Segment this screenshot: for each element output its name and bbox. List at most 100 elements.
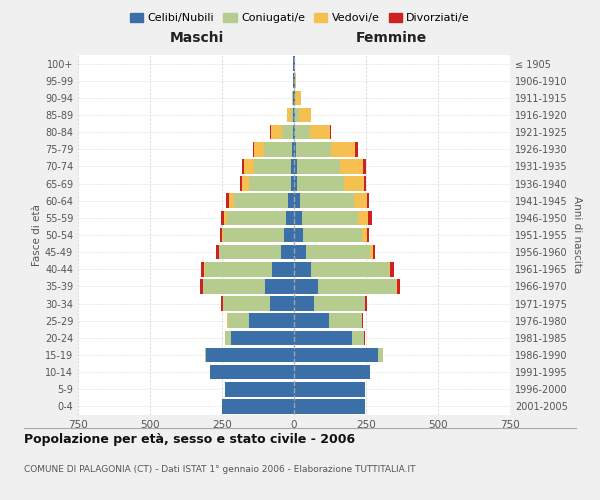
Bar bbox=[305, 245, 370, 260]
Bar bbox=[367, 194, 370, 208]
Bar bbox=[391, 262, 394, 276]
Bar bbox=[364, 176, 366, 191]
Bar bbox=[329, 314, 362, 328]
Bar bbox=[291, 159, 294, 174]
Bar bbox=[301, 194, 353, 208]
Bar bbox=[206, 348, 294, 362]
Bar bbox=[310, 125, 330, 140]
Text: Maschi: Maschi bbox=[170, 30, 224, 44]
Bar bbox=[298, 176, 344, 191]
Bar bbox=[294, 176, 298, 191]
Bar bbox=[201, 262, 204, 276]
Bar bbox=[365, 296, 367, 311]
Bar bbox=[265, 142, 292, 156]
Bar bbox=[203, 279, 265, 293]
Bar bbox=[242, 159, 244, 174]
Y-axis label: Anni di nascita: Anni di nascita bbox=[572, 196, 581, 274]
Bar bbox=[340, 159, 363, 174]
Bar bbox=[254, 142, 265, 156]
Bar bbox=[240, 176, 242, 191]
Bar bbox=[294, 108, 295, 122]
Bar bbox=[294, 159, 297, 174]
Bar bbox=[220, 228, 222, 242]
Bar bbox=[294, 314, 329, 328]
Bar bbox=[253, 142, 254, 156]
Bar bbox=[362, 228, 367, 242]
Bar bbox=[230, 330, 294, 345]
Bar bbox=[314, 296, 365, 311]
Bar bbox=[319, 279, 396, 293]
Bar bbox=[294, 125, 295, 140]
Bar bbox=[271, 125, 283, 140]
Bar bbox=[293, 125, 294, 140]
Bar bbox=[297, 159, 340, 174]
Bar bbox=[367, 228, 370, 242]
Bar bbox=[294, 296, 314, 311]
Bar bbox=[227, 210, 286, 225]
Bar bbox=[283, 125, 293, 140]
Legend: Celibi/Nubili, Coniugati/e, Vedovi/e, Divorziati/e: Celibi/Nubili, Coniugati/e, Vedovi/e, Di… bbox=[125, 8, 475, 28]
Bar bbox=[292, 142, 294, 156]
Bar bbox=[344, 176, 364, 191]
Bar bbox=[229, 194, 235, 208]
Bar bbox=[295, 74, 296, 88]
Bar bbox=[295, 90, 296, 105]
Bar bbox=[226, 330, 230, 345]
Bar bbox=[294, 90, 295, 105]
Bar bbox=[294, 210, 302, 225]
Bar bbox=[293, 108, 294, 122]
Bar bbox=[224, 210, 227, 225]
Bar bbox=[250, 314, 294, 328]
Bar bbox=[290, 176, 294, 191]
Bar bbox=[223, 228, 284, 242]
Bar bbox=[311, 262, 389, 276]
Bar bbox=[284, 228, 294, 242]
Bar bbox=[254, 159, 291, 174]
Bar bbox=[235, 194, 287, 208]
Bar bbox=[294, 348, 377, 362]
Bar bbox=[292, 90, 293, 105]
Bar bbox=[294, 365, 370, 380]
Bar bbox=[287, 108, 291, 122]
Bar bbox=[299, 108, 311, 122]
Bar bbox=[358, 210, 368, 225]
Bar bbox=[222, 399, 294, 413]
Bar bbox=[397, 279, 400, 293]
Bar bbox=[389, 262, 391, 276]
Bar bbox=[294, 330, 352, 345]
Bar bbox=[295, 108, 299, 122]
Bar bbox=[287, 194, 294, 208]
Bar bbox=[294, 399, 365, 413]
Bar bbox=[294, 262, 311, 276]
Bar bbox=[352, 330, 364, 345]
Bar bbox=[205, 348, 206, 362]
Bar bbox=[294, 382, 365, 396]
Bar bbox=[225, 382, 294, 396]
Bar bbox=[228, 314, 250, 328]
Bar bbox=[368, 210, 372, 225]
Bar bbox=[296, 142, 331, 156]
Bar bbox=[294, 245, 305, 260]
Bar bbox=[296, 90, 301, 105]
Bar bbox=[221, 296, 223, 311]
Bar bbox=[265, 279, 294, 293]
Text: Popolazione per età, sesso e stato civile - 2006: Popolazione per età, sesso e stato civil… bbox=[24, 432, 355, 446]
Bar bbox=[205, 262, 272, 276]
Bar bbox=[249, 176, 290, 191]
Bar bbox=[302, 210, 358, 225]
Bar bbox=[226, 194, 229, 208]
Bar bbox=[363, 159, 366, 174]
Bar bbox=[353, 194, 367, 208]
Bar bbox=[377, 348, 383, 362]
Bar bbox=[373, 245, 375, 260]
Bar bbox=[294, 279, 319, 293]
Bar bbox=[303, 228, 362, 242]
Bar bbox=[223, 296, 269, 311]
Bar bbox=[269, 296, 294, 311]
Bar bbox=[286, 210, 294, 225]
Bar bbox=[242, 176, 249, 191]
Bar bbox=[219, 245, 281, 260]
Bar bbox=[211, 365, 294, 380]
Bar bbox=[370, 245, 373, 260]
Bar bbox=[355, 142, 358, 156]
